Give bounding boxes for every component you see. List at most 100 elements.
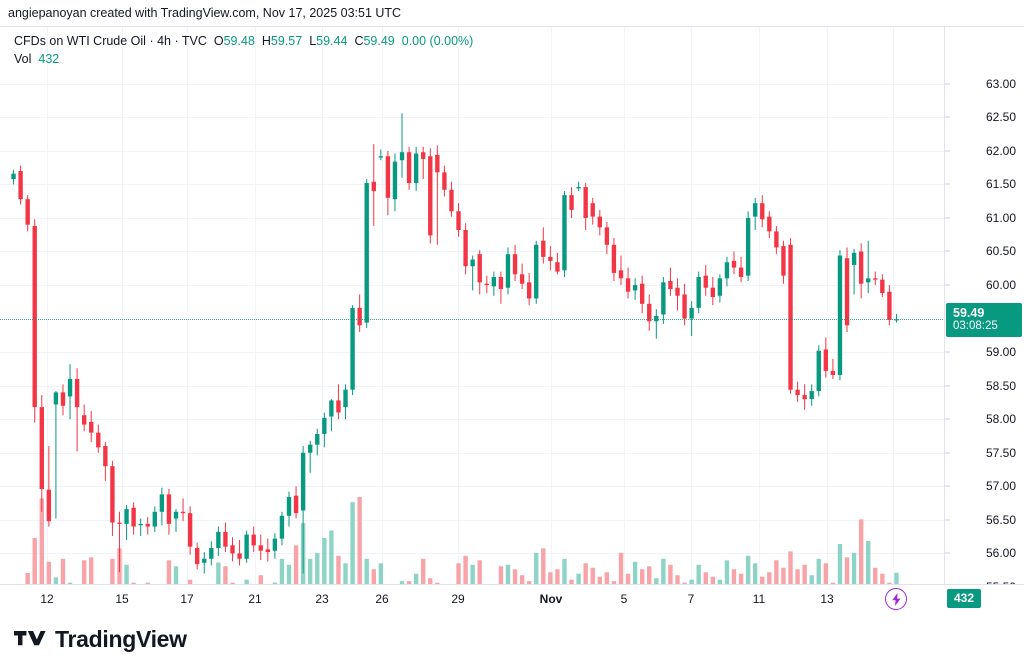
candle-body <box>103 446 108 467</box>
volume-bar <box>851 552 857 605</box>
price-axis[interactable]: 63.00 62.50 62.00 61.50 61.00 60.50 60.00 59.00… <box>945 27 1024 611</box>
volume-bar <box>166 560 172 605</box>
tradingview-wordmark: TradingView <box>55 625 187 652</box>
time-tick-label: 5 <box>620 592 628 606</box>
candle-body <box>449 189 454 212</box>
candle-body <box>512 254 518 275</box>
volume-bar <box>816 558 821 605</box>
grid-line-horizontal <box>0 251 944 253</box>
candle-wick <box>832 358 834 379</box>
price-tick-dash <box>945 385 950 387</box>
candle-body <box>145 523 150 527</box>
candle-wick <box>239 539 241 566</box>
candle-body <box>668 281 673 290</box>
price-tick-label: 56.50 <box>985 512 1016 527</box>
candle-body <box>18 170 23 200</box>
last-price-badge: 59.49 03:08:25 <box>946 303 1022 338</box>
candle-body <box>689 307 694 319</box>
candle-body <box>187 513 193 547</box>
volume-bar <box>336 555 341 605</box>
footer-branding: TradingView <box>0 613 1024 665</box>
candle-body <box>816 350 821 392</box>
volume-bar <box>788 551 793 605</box>
grid-line-horizontal <box>0 385 944 387</box>
candle-body <box>209 548 214 559</box>
candle-body <box>152 511 157 527</box>
candle-body <box>117 522 122 524</box>
price-tick-dash <box>945 284 950 286</box>
volume-bar <box>81 560 87 605</box>
volume-bar <box>364 558 369 605</box>
grid-line-horizontal <box>0 285 944 287</box>
volume-bar <box>216 562 221 605</box>
candle-body <box>583 187 588 218</box>
grid-line-horizontal <box>0 117 944 119</box>
grid-line-horizontal <box>0 553 944 555</box>
price-tick-label: 57.00 <box>985 479 1016 494</box>
time-tick-label: 11 <box>752 592 766 606</box>
grid-line-vertical <box>122 27 123 611</box>
candle-body <box>413 153 419 184</box>
volume-bar <box>774 560 779 605</box>
price-tick-dash <box>945 116 950 118</box>
volume-bar <box>322 537 327 605</box>
price-tick-label: 63.00 <box>985 76 1016 91</box>
candle-body <box>463 230 468 267</box>
candle-wick <box>691 301 693 337</box>
candle-body <box>392 161 398 200</box>
price-tick-label: 60.50 <box>985 244 1016 259</box>
candle-wick <box>118 511 120 573</box>
candle-body <box>357 307 362 326</box>
time-tick-label: 12 <box>40 592 54 606</box>
candle-body <box>25 199 30 225</box>
volume-bar <box>293 545 299 605</box>
volume-bar <box>350 502 355 605</box>
candle-body <box>194 548 200 565</box>
chart-plot-area[interactable] <box>0 27 945 611</box>
candle-body <box>272 538 278 551</box>
candle-body <box>53 392 59 405</box>
grid-line-horizontal <box>0 419 944 421</box>
volume-bar <box>329 530 334 605</box>
candle-body <box>696 276 701 308</box>
time-tick-label: 13 <box>820 592 834 606</box>
candle-body <box>491 276 497 287</box>
candle-body <box>597 216 602 228</box>
candle-body <box>166 494 172 524</box>
candle-body <box>717 278 723 296</box>
candle-wick <box>309 440 311 473</box>
volume-bar <box>541 548 546 605</box>
grid-line-horizontal <box>0 184 944 186</box>
price-tick-dash <box>945 519 950 521</box>
grid-line-horizontal <box>0 519 944 521</box>
candle-body <box>760 203 765 220</box>
candle-body <box>216 531 221 549</box>
volume-bar <box>89 557 94 605</box>
last-price-value: 59.49 <box>953 306 985 321</box>
candle-body <box>647 303 652 322</box>
candle-body <box>435 154 440 173</box>
time-axis[interactable]: 12151721232629Nov57111316 <box>0 584 1024 613</box>
price-tick-dash <box>945 552 950 554</box>
grid-line-vertical <box>551 27 552 611</box>
volume-bar <box>477 560 482 605</box>
time-tick-label: 21 <box>248 592 262 606</box>
grid-line-vertical <box>47 27 48 611</box>
candle-body <box>428 156 433 236</box>
candle-body <box>81 415 87 425</box>
lightning-bolt-icon <box>892 592 901 606</box>
price-tick-dash <box>945 418 950 420</box>
candle-body <box>477 254 482 283</box>
candle-body <box>661 282 666 315</box>
candle-body <box>265 549 271 553</box>
price-tick-label: 62.50 <box>985 110 1016 125</box>
volume-bar <box>632 561 638 605</box>
lightning-badge[interactable] <box>885 588 908 610</box>
candle-body <box>618 270 624 279</box>
volume-bar <box>724 560 730 605</box>
candle-wick <box>422 146 424 180</box>
candle-body <box>11 173 16 180</box>
candle-wick <box>472 255 474 291</box>
grid-line-vertical <box>759 27 760 611</box>
price-tick-label: 57.50 <box>985 445 1016 460</box>
